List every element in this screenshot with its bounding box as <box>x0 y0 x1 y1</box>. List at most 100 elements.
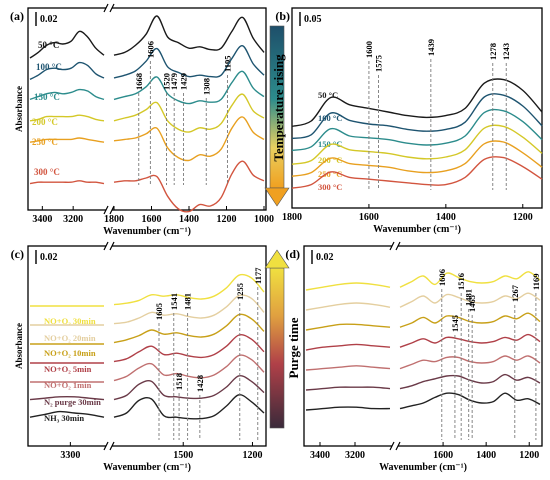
series-label: 100 °C <box>318 113 342 123</box>
series-line <box>399 271 541 288</box>
series-line <box>29 395 105 401</box>
purge-label: Purge time <box>286 317 301 378</box>
series-line <box>305 365 391 371</box>
series-1: NO+O₂ 20min <box>29 294 265 343</box>
series-line <box>291 156 543 189</box>
scale-bar-value: 0.02 <box>316 252 334 263</box>
peak-label: 1479 <box>169 73 179 90</box>
peak-label: 1243 <box>501 43 511 60</box>
panel-c: (c) 0.02 3300 1500 1200 Wavenumber (cm⁻¹) Abso… <box>11 241 267 473</box>
series-5: N₂ purge 30min <box>29 374 265 407</box>
series-line <box>305 282 391 291</box>
axis-break-mark <box>103 3 109 13</box>
axis-break-mark <box>395 241 401 251</box>
series-4: NO+O₂ 1min <box>30 354 265 390</box>
series-line <box>399 392 541 410</box>
series-line <box>113 273 265 306</box>
series-label: 200 °C <box>318 155 342 165</box>
x-tick-label: 1800 <box>282 212 302 223</box>
series-line <box>113 116 265 162</box>
peak-label: 1606 <box>145 41 155 58</box>
series-label: NH₃ 30min <box>44 413 84 423</box>
panel-d: (d) 0.02 3400 3200 1600 1400 1200 Wavenumber (c… <box>285 241 543 473</box>
x-tick-label: 3300 <box>60 450 80 461</box>
series-line <box>305 406 391 411</box>
x-axis-label: Wavenumber (cm⁻¹) <box>379 462 467 473</box>
series-0: NO+O₂ 30min <box>30 273 265 326</box>
axis-break-mark <box>103 205 109 215</box>
series-0 <box>305 271 541 291</box>
x-tick-label: 1400 <box>476 450 496 461</box>
series-line <box>399 333 541 348</box>
series-4 <box>305 355 541 371</box>
series-4: 250 °C <box>291 140 543 179</box>
peak-label: 1439 <box>426 39 436 56</box>
series-line <box>113 334 265 363</box>
temperature-arrow: Temperature rising <box>264 25 290 207</box>
x-tick-label: 1200 <box>217 214 237 225</box>
series-label: NO+O₂ 10min <box>44 348 96 358</box>
series-line <box>113 93 265 133</box>
peak-label: 1545 <box>450 315 460 332</box>
series-5: 300 °C <box>291 156 543 192</box>
axis-break-mark <box>109 205 115 215</box>
axis-break-gap <box>392 442 398 450</box>
x-axis-label: Wavenumber (cm⁻¹) <box>103 226 191 237</box>
x-tick-label: 1800 <box>104 214 124 225</box>
temperature-arrow-head <box>264 187 290 207</box>
axis-break-mark <box>109 241 115 251</box>
series-line <box>113 374 265 401</box>
series-line <box>29 137 105 143</box>
peak-label: 1429 <box>179 73 189 90</box>
panel-label: (c) <box>11 247 24 261</box>
series-label: 100 °C <box>36 62 62 72</box>
axis-break-gap <box>392 242 398 250</box>
peak-label: 1606 <box>437 269 447 286</box>
axis-break-mark <box>389 441 395 451</box>
series-line <box>29 180 105 185</box>
series-label: 150 °C <box>34 92 60 102</box>
peak-label: 1575 <box>374 55 384 72</box>
x-tick-label: 3200 <box>345 450 365 461</box>
series-label: NO+O₂ 30min <box>44 316 96 326</box>
peak-label: 1605 <box>154 303 164 320</box>
series-3: 200 °C <box>29 93 265 133</box>
x-tick-label: 1000 <box>254 214 274 225</box>
axis-break-mark <box>103 441 109 451</box>
series-5: 300 °C <box>29 160 265 213</box>
x-tick-label: 3400 <box>310 450 330 461</box>
x-tick-label: 1600 <box>142 214 162 225</box>
x-tick-label: 1500 <box>173 450 193 461</box>
series-1: 100 °C <box>291 93 543 140</box>
purge-arrow-head <box>264 249 290 269</box>
series-line <box>29 88 105 101</box>
series-label: 300 °C <box>34 167 60 177</box>
series-line <box>29 410 105 418</box>
x-axis-label: Wavenumber (cm⁻¹) <box>373 224 461 235</box>
x-axis-label: Wavenumber (cm⁻¹) <box>103 462 191 473</box>
series-line <box>305 386 391 391</box>
series-3: 200 °C <box>291 124 543 165</box>
series-line <box>29 30 105 59</box>
axis-break-gap <box>106 442 112 450</box>
panel-label: (d) <box>285 247 300 261</box>
y-axis-label: Absorbance <box>14 86 24 132</box>
peak-label: 1600 <box>364 41 374 58</box>
panel-frame <box>303 245 543 447</box>
scale-bar-value: 0.02 <box>40 14 58 25</box>
series-2: NO+O₂ 10min <box>29 313 265 358</box>
series-line <box>113 394 265 420</box>
axis-break-gap <box>106 242 112 250</box>
series-line <box>399 373 541 390</box>
x-tick-label: 1200 <box>519 450 539 461</box>
series-line <box>291 140 543 177</box>
series-line <box>399 292 541 308</box>
panel-a: (a) 0.02 3400 3200 1800 1600 1400 1200 1000 Waven… <box>10 3 274 237</box>
series-line <box>29 114 105 122</box>
panel-frame <box>27 245 267 447</box>
series-line <box>113 294 265 325</box>
series-line <box>291 108 543 152</box>
series-line <box>291 93 543 140</box>
x-tick-label: 1400 <box>436 212 456 223</box>
